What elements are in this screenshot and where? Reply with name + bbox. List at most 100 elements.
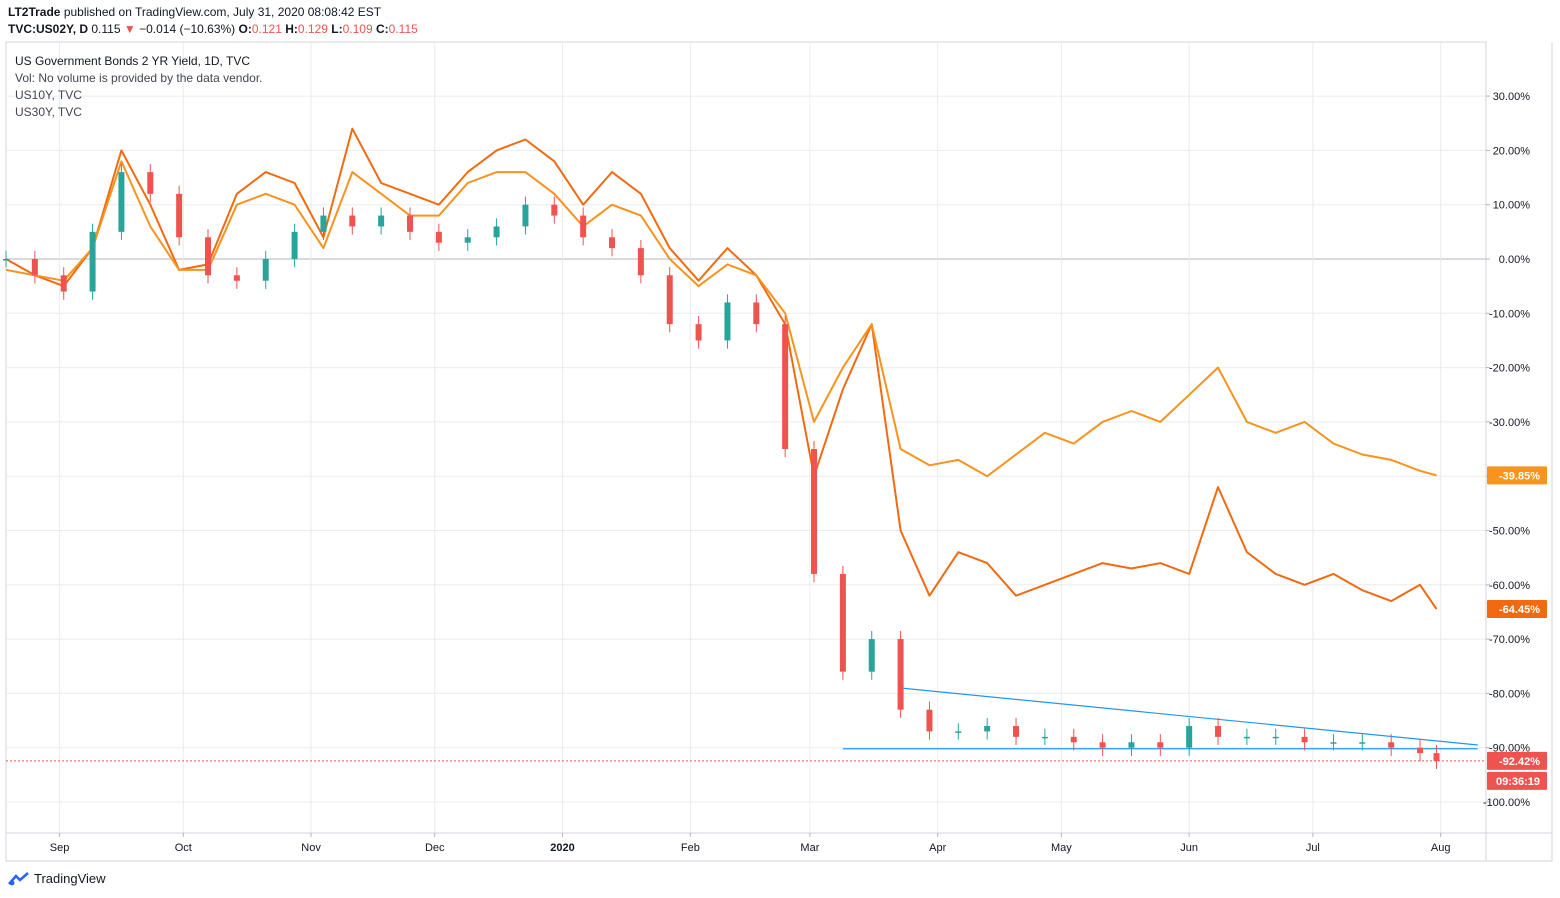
x-tick-label: Nov bbox=[301, 842, 321, 854]
candle-body bbox=[1301, 736, 1308, 743]
trendline bbox=[900, 687, 1478, 746]
y-tick-label: -80.00% bbox=[1489, 688, 1530, 700]
candle-body bbox=[695, 324, 702, 341]
candle-body bbox=[637, 248, 644, 276]
candle-body bbox=[1157, 742, 1164, 748]
publish-info: LT2Trade published on TradingView.com, J… bbox=[8, 5, 381, 19]
x-tick-label: Jul bbox=[1306, 842, 1320, 854]
candle-body bbox=[724, 302, 731, 341]
candle-body bbox=[31, 259, 38, 276]
y-tick-label: -100.00% bbox=[1483, 797, 1530, 809]
legend-us30y[interactable]: US30Y, TVC bbox=[15, 105, 82, 119]
candle-body bbox=[1013, 725, 1020, 737]
candle-body bbox=[1359, 742, 1366, 744]
candle-body bbox=[551, 204, 558, 216]
y-tick-label: -90.00% bbox=[1489, 743, 1530, 755]
candle-body bbox=[868, 639, 875, 672]
x-tick-label: Feb bbox=[681, 842, 700, 854]
candle-body bbox=[147, 172, 154, 194]
candle-body bbox=[60, 275, 67, 292]
y-tick-label: -50.00% bbox=[1489, 526, 1530, 538]
ohlc-bar: TVC:US02Y, D 0.115 ▼ −0.014 (−10.63%) O:… bbox=[8, 22, 418, 36]
open-label: O: bbox=[238, 22, 252, 36]
candle-body bbox=[782, 324, 789, 450]
candle-body bbox=[926, 709, 933, 732]
tradingview-logo-icon bbox=[8, 871, 29, 885]
price-badge bbox=[1487, 466, 1547, 485]
x-axis-frame bbox=[5, 832, 1553, 862]
candle-body bbox=[89, 231, 96, 292]
series-line-us30y bbox=[5, 160, 1437, 478]
y-tick-label: 0.00% bbox=[1499, 254, 1530, 266]
price-badge-label: -64.45% bbox=[1499, 604, 1540, 616]
candle-body bbox=[1186, 725, 1193, 748]
countdown-label: 09:36:19 bbox=[1496, 776, 1540, 788]
series-line-us10y bbox=[5, 127, 1438, 610]
x-tick-label: Oct bbox=[175, 842, 192, 854]
x-tick-label: Apr bbox=[929, 842, 946, 854]
candle-body bbox=[493, 226, 500, 238]
tradingview-brand[interactable]: TradingView bbox=[8, 871, 106, 886]
candle-body bbox=[1417, 747, 1424, 754]
symbol-label: TVC:US02Y, D bbox=[8, 22, 89, 36]
legend-us10y[interactable]: US10Y, TVC bbox=[15, 88, 82, 102]
candle-body bbox=[1272, 736, 1279, 739]
candle-body bbox=[1099, 742, 1106, 748]
candle-body bbox=[753, 302, 760, 325]
candle-body bbox=[955, 731, 962, 733]
candle-body bbox=[435, 231, 442, 243]
published-text: published on TradingView.com, July 31, 2… bbox=[63, 5, 382, 19]
close-value: 0.115 bbox=[388, 22, 418, 36]
publisher-name: LT2Trade bbox=[8, 5, 61, 19]
candle-body bbox=[1215, 725, 1222, 737]
candle-body bbox=[3, 259, 9, 261]
candle-body bbox=[984, 725, 991, 732]
candle-body bbox=[1041, 736, 1048, 739]
x-tick-label: Mar bbox=[800, 842, 819, 854]
candle-body bbox=[118, 172, 125, 232]
candle-body bbox=[176, 193, 183, 238]
candle-body bbox=[1243, 736, 1250, 739]
last-value: 0.115 bbox=[91, 22, 121, 36]
candle-body bbox=[464, 237, 471, 243]
low-label: L: bbox=[331, 22, 343, 36]
y-tick-label: 30.00% bbox=[1493, 91, 1531, 103]
candle-body bbox=[609, 237, 616, 249]
low-value: 0.109 bbox=[342, 22, 373, 36]
candle-body bbox=[1070, 736, 1077, 743]
x-tick-label: 2020 bbox=[550, 842, 574, 854]
candle-body bbox=[839, 573, 846, 672]
candle-body bbox=[349, 215, 356, 227]
open-value: 0.121 bbox=[251, 22, 282, 36]
candle-body bbox=[897, 639, 904, 710]
candle-body bbox=[811, 449, 818, 574]
legend-main[interactable]: US Government Bonds 2 YR Yield, 1D, TVC bbox=[15, 54, 251, 68]
candle-body bbox=[522, 204, 529, 227]
legend-volume: Vol: No volume is provided by the data v… bbox=[15, 71, 263, 85]
candle-body bbox=[291, 231, 298, 259]
candle-body bbox=[407, 215, 414, 232]
candle-body bbox=[1128, 742, 1135, 748]
price-badge bbox=[1487, 599, 1547, 618]
candle-body bbox=[378, 215, 385, 227]
price-badge-label: -39.85% bbox=[1499, 470, 1540, 482]
candles bbox=[3, 163, 1440, 769]
high-label: H: bbox=[285, 22, 298, 36]
high-value: 0.129 bbox=[297, 22, 328, 36]
candle-body bbox=[233, 275, 240, 281]
x-tick-label: Aug bbox=[1431, 842, 1451, 854]
chart-axes: 30.00% 20.00% 10.00% 0.00% -10.00% -20.00% -30… bbox=[5, 42, 1553, 862]
y-tick-label: -10.00% bbox=[1489, 308, 1530, 320]
down-arrow-icon: ▼ bbox=[123, 22, 136, 36]
y-tick-label: 20.00% bbox=[1493, 145, 1531, 157]
price-badges: -39.85% -64.45% -92.42% 09:36:19 bbox=[1487, 466, 1547, 790]
countdown-badge bbox=[1487, 771, 1547, 790]
x-tick-label: Jun bbox=[1180, 842, 1198, 854]
x-tick-label: Dec bbox=[425, 842, 445, 854]
change-value: −0.014 (−10.63%) bbox=[139, 22, 236, 36]
y-tick-label: 10.00% bbox=[1493, 200, 1531, 212]
y-tick-label: -60.00% bbox=[1489, 580, 1530, 592]
price-badge bbox=[1487, 751, 1547, 770]
brand-label: TradingView bbox=[34, 871, 106, 886]
